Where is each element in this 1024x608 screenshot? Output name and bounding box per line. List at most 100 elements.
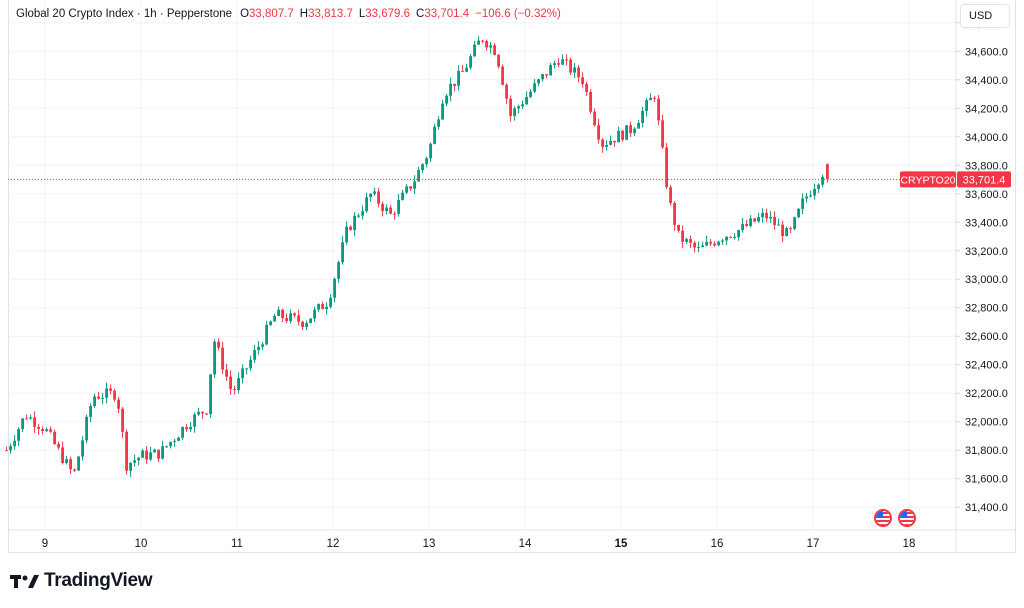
candle-body[interactable] (813, 188, 816, 196)
candle-body[interactable] (457, 70, 460, 86)
candle-body[interactable] (545, 74, 548, 76)
candle-body[interactable] (81, 440, 84, 457)
candle-body[interactable] (569, 59, 572, 73)
candle-body[interactable] (261, 344, 264, 347)
candle-body[interactable] (385, 207, 388, 212)
candle-body[interactable] (141, 450, 144, 458)
candle-body[interactable] (453, 83, 456, 86)
candle-body[interactable] (417, 170, 420, 182)
candle-body[interactable] (769, 216, 772, 219)
candle-body[interactable] (773, 216, 776, 226)
candle-body[interactable] (509, 98, 512, 116)
candle-body[interactable] (729, 236, 732, 238)
candle-body[interactable] (753, 218, 756, 222)
candle-body[interactable] (185, 427, 188, 430)
candle-body[interactable] (313, 309, 316, 319)
candle-body[interactable] (445, 95, 448, 104)
candle-body[interactable] (61, 447, 64, 463)
candle-body[interactable] (826, 164, 829, 180)
candle-body[interactable] (749, 218, 752, 227)
candle-body[interactable] (473, 44, 476, 57)
candle-body[interactable] (597, 125, 600, 140)
candle-body[interactable] (357, 215, 360, 217)
candle-body[interactable] (521, 104, 524, 107)
candle-body[interactable] (609, 140, 612, 145)
tradingview-logo[interactable]: TradingView (10, 570, 153, 592)
candle-body[interactable] (93, 396, 96, 407)
candle-body[interactable] (281, 309, 284, 319)
candle-body[interactable] (233, 389, 236, 391)
candle-body[interactable] (333, 278, 336, 298)
us-flag-icon[interactable] (874, 509, 892, 527)
candle-body[interactable] (325, 306, 328, 310)
candle-body[interactable] (649, 97, 652, 101)
candle-body[interactable] (517, 106, 520, 109)
candle-body[interactable] (693, 242, 696, 248)
candle-body[interactable] (513, 108, 516, 116)
candle-body[interactable] (621, 130, 624, 140)
candle-body[interactable] (529, 91, 532, 97)
candle-body[interactable] (713, 243, 716, 246)
candle-body[interactable] (133, 460, 136, 463)
candle-body[interactable] (549, 65, 552, 76)
candle-body[interactable] (49, 429, 52, 432)
candle-body[interactable] (257, 346, 260, 351)
candle-body[interactable] (349, 226, 352, 230)
candle-body[interactable] (409, 186, 412, 189)
candle-body[interactable] (217, 341, 220, 348)
candle-body[interactable] (369, 193, 372, 198)
candle-body[interactable] (97, 396, 100, 399)
candle-body[interactable] (105, 388, 108, 398)
candle-body[interactable] (245, 368, 248, 370)
candle-body[interactable] (461, 70, 464, 72)
candle-body[interactable] (113, 390, 116, 400)
candle-body[interactable] (253, 350, 256, 360)
candle-body[interactable] (77, 456, 80, 471)
candle-body[interactable] (237, 378, 240, 391)
candle-body[interactable] (397, 200, 400, 214)
candle-body[interactable] (165, 446, 168, 448)
candle-body[interactable] (745, 224, 748, 227)
candle-body[interactable] (581, 77, 584, 85)
candle-body[interactable] (293, 313, 296, 316)
candle-body[interactable] (381, 203, 384, 212)
candle-body[interactable] (617, 130, 620, 143)
candle-body[interactable] (197, 411, 200, 415)
candle-body[interactable] (405, 186, 408, 193)
candle-body[interactable] (705, 241, 708, 246)
candle-body[interactable] (285, 318, 288, 322)
candle-body[interactable] (817, 184, 820, 189)
candle-body[interactable] (657, 98, 660, 121)
candle-body[interactable] (441, 103, 444, 120)
candle-body[interactable] (401, 192, 404, 201)
candle-body[interactable] (37, 426, 40, 429)
candle-body[interactable] (721, 240, 724, 242)
candle-body[interactable] (477, 40, 480, 45)
symbol-title[interactable]: Global 20 Crypto Index · 1h · Pepperston… (16, 8, 233, 20)
candle-body[interactable] (169, 441, 172, 447)
candle-body[interactable] (25, 418, 28, 420)
candle-body[interactable] (149, 452, 152, 460)
candle-body[interactable] (45, 429, 48, 432)
candle-body[interactable] (633, 128, 636, 134)
candle-body[interactable] (645, 100, 648, 112)
candle-body[interactable] (489, 45, 492, 48)
candle-body[interactable] (9, 446, 12, 451)
candle-body[interactable] (505, 84, 508, 99)
candle-body[interactable] (189, 426, 192, 430)
candle-body[interactable] (201, 411, 204, 414)
candle-body[interactable] (377, 191, 380, 204)
candle-body[interactable] (757, 217, 760, 222)
candle-body[interactable] (353, 215, 356, 230)
candle-body[interactable] (485, 41, 488, 48)
us-flag-icon[interactable] (898, 509, 916, 527)
candle-body[interactable] (317, 304, 320, 310)
candle-body[interactable] (17, 429, 20, 441)
candle-body[interactable] (329, 297, 332, 307)
candle-body[interactable] (273, 315, 276, 322)
candle-body[interactable] (225, 369, 228, 377)
candle-body[interactable] (605, 144, 608, 147)
candle-body[interactable] (413, 181, 416, 189)
candle-body[interactable] (673, 203, 676, 225)
candle-body[interactable] (177, 437, 180, 441)
